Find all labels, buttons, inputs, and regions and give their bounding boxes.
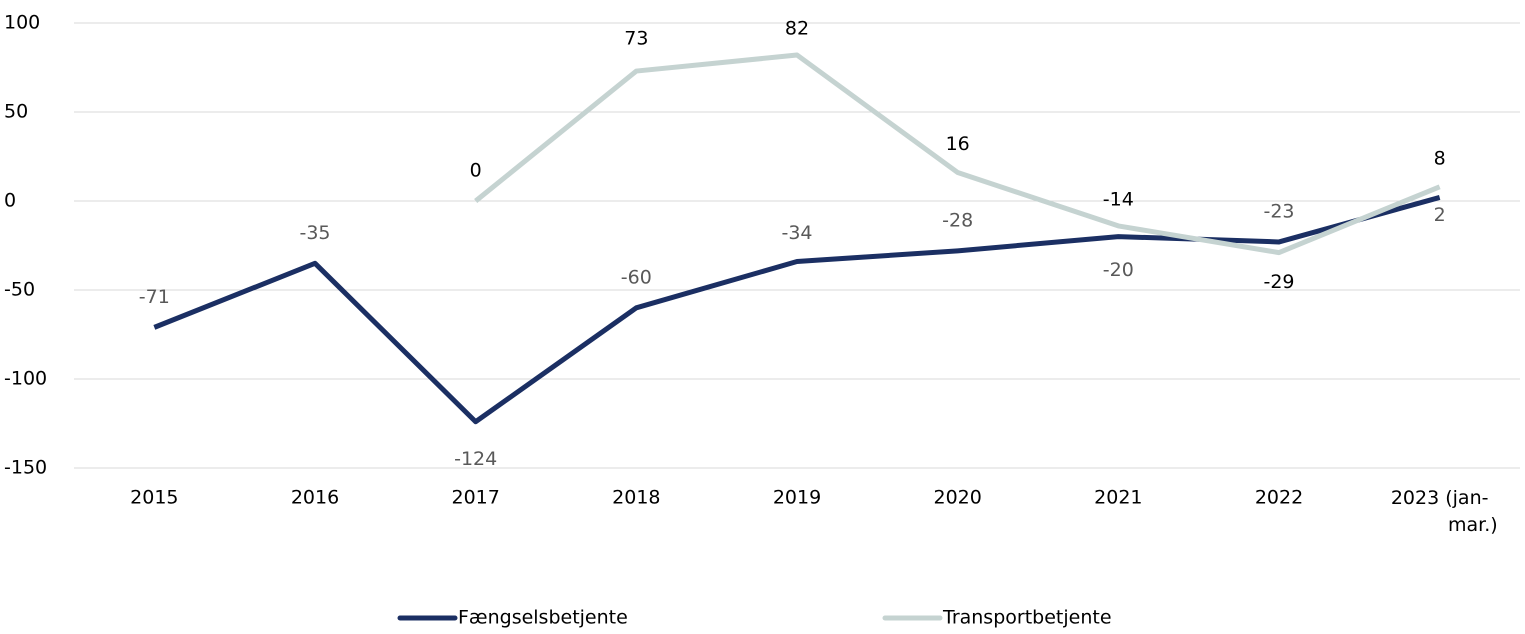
data-label: 8 [1434, 147, 1446, 169]
x-tick-label: 2017 [451, 487, 499, 509]
y-tick-label: -50 [4, 279, 35, 301]
x-tick-label: 2019 [773, 487, 821, 509]
y-tick-label: 100 [4, 12, 40, 34]
data-label: -71 [139, 286, 170, 308]
data-label: -29 [1263, 271, 1294, 293]
data-label: -35 [299, 222, 330, 244]
data-label: 16 [946, 133, 970, 155]
data-label: 2 [1434, 204, 1446, 226]
line-series [474, 52, 1441, 256]
y-tick-label: 0 [4, 190, 16, 212]
data-label: 73 [624, 28, 648, 50]
data-label: -124 [454, 448, 497, 470]
y-tick-label: -150 [4, 457, 47, 479]
x-tick-label: 2023 (jan-mar.) [1391, 487, 1498, 536]
data-label: 0 [470, 160, 482, 182]
line-series [153, 195, 1441, 425]
x-tick-label: 2020 [933, 487, 981, 509]
legend-label: Transportbetjente [942, 607, 1112, 629]
y-tick-label: -100 [4, 368, 47, 390]
data-label: -28 [942, 209, 973, 231]
data-label: 82 [785, 18, 809, 40]
data-label: -34 [781, 222, 812, 244]
data-label: -14 [1103, 188, 1134, 210]
x-tick-label: 2018 [612, 487, 660, 509]
y-tick-label: 50 [4, 101, 28, 123]
x-tick-label: 2016 [291, 487, 339, 509]
data-label: -23 [1263, 200, 1294, 222]
data-label: -60 [621, 266, 652, 288]
x-tick-label: 2022 [1255, 487, 1303, 509]
data-label: -20 [1103, 259, 1134, 281]
x-tick-label: 2021 [1094, 487, 1142, 509]
x-tick-label: 2015 [130, 487, 178, 509]
legend-label: Fængselsbetjente [458, 607, 628, 629]
